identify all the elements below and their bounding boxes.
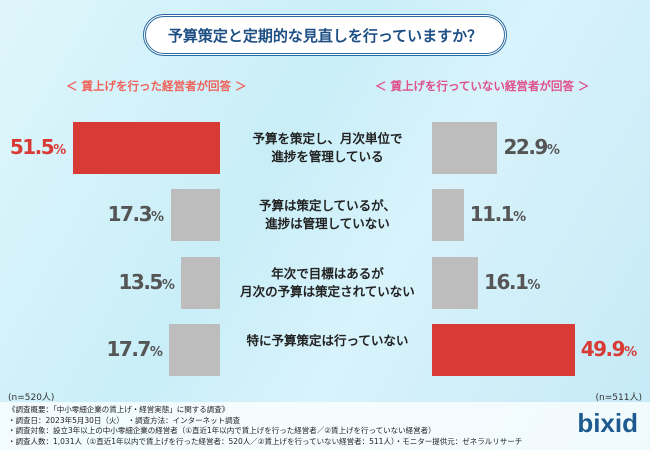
footer-line: ・調査人数：1,031人（①直近1年以内で賃上げを行った経営者：520人／②賃上… [8,436,523,446]
left-value-label: 51.5% [9,135,66,159]
category-label: 特に予算策定は行っていない [246,333,409,348]
left-bar [169,324,220,376]
footer-line: 《調査概要：「中小零細企業の賃上げ・経営実態」に関する調査》 [8,405,230,414]
right-sample-size: (n=511人) [595,393,642,403]
right-value-label: 11.1% [469,202,526,226]
left-sample-size: (n=520人) [8,393,55,403]
footer-line: ・調査日：2023年5月30日（火） ・調査方法：インターネット調査 [8,415,241,425]
right-bar [432,257,479,309]
right-bar [432,324,575,376]
left-bar [72,122,220,174]
footer-line: ・調査対象：設立3年以上の中小零細企業の経営者（①直近1年以内で賃上げを行った経… [8,426,436,435]
left-group-label: ＜ 賃上げを行った経営者が回答 ＞ [66,79,247,93]
right-group-label: ＜ 賃上げを行っていない経営者が回答 ＞ [375,79,590,93]
left-value-label: 17.7% [106,337,163,361]
left-value-label: 13.5% [118,270,175,294]
left-bar [170,189,220,241]
right-value-label: 22.9% [503,135,559,159]
survey-footer: 《調査概要：「中小零細企業の賃上げ・経営実態」に関する調査》 ・調査日：2023… [0,402,650,450]
chart-title: 予算策定と定期的な見直しを行っていますか？ [143,14,507,56]
category-label: 予算は策定しているが、 進捗は管理していない [259,198,396,231]
left-bar [181,257,220,309]
category-label: 年次で目標はあるが 月次の予算は策定されていない [240,266,415,299]
left-value-label: 17.3% [107,202,164,226]
right-bar [432,189,464,241]
bixid-logo: bixid [577,408,638,438]
right-bar [432,122,498,174]
category-label: 予算を策定し、月次単位で 進捗を管理している [252,131,403,164]
right-value-label: 49.9% [580,337,637,361]
right-value-label: 16.1% [484,270,540,294]
